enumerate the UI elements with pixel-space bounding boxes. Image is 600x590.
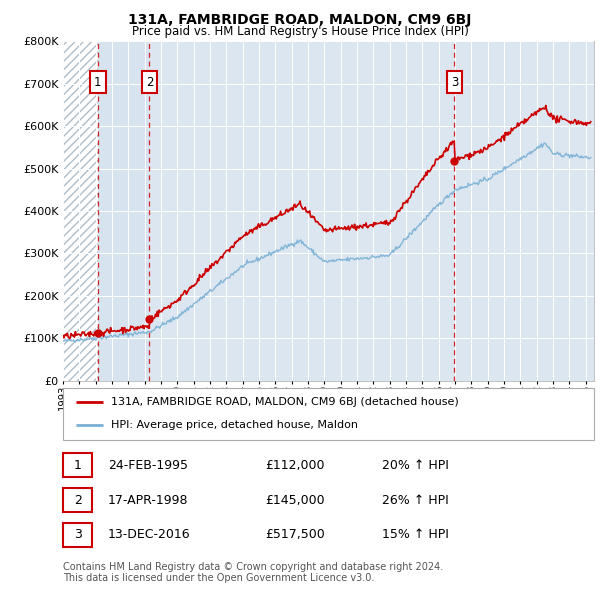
Text: Contains HM Land Registry data © Crown copyright and database right 2024.
This d: Contains HM Land Registry data © Crown c…	[63, 562, 443, 584]
Text: HPI: Average price, detached house, Maldon: HPI: Average price, detached house, Mald…	[111, 420, 358, 430]
Text: 3: 3	[451, 76, 458, 88]
Text: 24-FEB-1995: 24-FEB-1995	[108, 458, 188, 471]
Text: £112,000: £112,000	[265, 458, 324, 471]
Text: 1: 1	[94, 76, 101, 88]
Text: £145,000: £145,000	[265, 493, 325, 507]
Text: 17-APR-1998: 17-APR-1998	[108, 493, 188, 507]
Text: 3: 3	[74, 529, 82, 542]
Text: 20% ↑ HPI: 20% ↑ HPI	[382, 458, 448, 471]
Bar	[98, 41, 149, 381]
Text: 2: 2	[74, 493, 82, 507]
FancyBboxPatch shape	[63, 388, 594, 440]
Bar	[63, 41, 98, 381]
Text: 13-DEC-2016: 13-DEC-2016	[108, 529, 191, 542]
FancyBboxPatch shape	[63, 453, 92, 477]
Text: £517,500: £517,500	[265, 529, 325, 542]
Text: 15% ↑ HPI: 15% ↑ HPI	[382, 529, 448, 542]
Text: 26% ↑ HPI: 26% ↑ HPI	[382, 493, 448, 507]
Text: Price paid vs. HM Land Registry's House Price Index (HPI): Price paid vs. HM Land Registry's House …	[131, 25, 469, 38]
Text: 2: 2	[146, 76, 153, 88]
FancyBboxPatch shape	[63, 523, 92, 547]
Text: 131A, FAMBRIDGE ROAD, MALDON, CM9 6BJ (detached house): 131A, FAMBRIDGE ROAD, MALDON, CM9 6BJ (d…	[111, 397, 458, 407]
Text: 131A, FAMBRIDGE ROAD, MALDON, CM9 6BJ: 131A, FAMBRIDGE ROAD, MALDON, CM9 6BJ	[128, 13, 472, 27]
FancyBboxPatch shape	[63, 488, 92, 512]
Text: 1: 1	[74, 458, 82, 471]
